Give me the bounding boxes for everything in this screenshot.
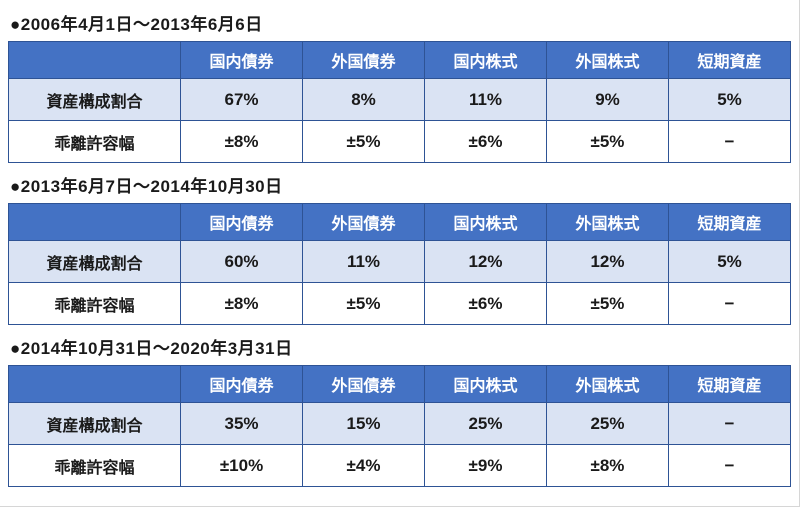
row-label: 乖離許容幅 (7, 120, 182, 163)
table-section-2006: ●2006年4月1日～2013年6月6日 国内債券 外国債券 国内株式 外国株式… (7, 5, 792, 163)
table-cell: 12% (424, 240, 547, 283)
allocation-table-2014: 国内債券 外国債券 国内株式 外国株式 短期資産 資産構成割合 35% 15% … (7, 365, 792, 487)
col-header-domestic-stocks: 国内株式 (424, 203, 547, 241)
corner-cell (7, 365, 182, 403)
table-cell: 60% (180, 240, 304, 283)
table-cell: ±6% (424, 282, 547, 325)
table-section-2013: ●2013年6月7日～2014年10月30日 国内債券 外国債券 国内株式 外国… (7, 167, 792, 325)
tolerance-row: 乖離許容幅 ±8% ±5% ±6% ±5% − (7, 120, 792, 163)
allocation-row: 資産構成割合 35% 15% 25% 25% − (7, 402, 792, 445)
table-cell: 25% (424, 402, 547, 445)
table-cell: 5% (667, 240, 792, 283)
table-cell: − (667, 402, 792, 445)
col-header-foreign-stocks: 外国株式 (545, 365, 669, 403)
table-cell: − (667, 444, 792, 487)
table-cell: − (667, 120, 792, 163)
table-header-row: 国内債券 外国債券 国内株式 外国株式 短期資産 (7, 365, 792, 403)
row-label: 乖離許容幅 (7, 282, 182, 325)
col-header-foreign-stocks: 外国株式 (545, 203, 669, 241)
allocation-table-2006: 国内債券 外国債券 国内株式 外国株式 短期資産 資産構成割合 67% 8% 1… (7, 41, 792, 163)
table-cell: 8% (302, 78, 425, 121)
section-heading: ●2013年6月7日～2014年10月30日 (10, 177, 283, 196)
table-cell: 5% (667, 78, 792, 121)
col-header-foreign-stocks: 外国株式 (545, 41, 669, 79)
corner-cell (7, 203, 182, 241)
col-header-domestic-bonds: 国内債券 (180, 41, 304, 79)
col-header-short-term-assets: 短期資産 (667, 41, 792, 79)
table-cell: 67% (180, 78, 304, 121)
table-cell: 9% (545, 78, 669, 121)
col-header-domestic-bonds: 国内債券 (180, 365, 304, 403)
table-cell: ±8% (545, 444, 669, 487)
section-heading: ●2006年4月1日～2013年6月6日 (10, 15, 263, 34)
table-cell: 35% (180, 402, 304, 445)
table-cell: ±5% (545, 282, 669, 325)
col-header-foreign-bonds: 外国債券 (302, 365, 425, 403)
table-cell: ±4% (302, 444, 425, 487)
table-cell: ±9% (424, 444, 547, 487)
table-cell: 12% (545, 240, 669, 283)
tolerance-row: 乖離許容幅 ±10% ±4% ±9% ±8% − (7, 444, 792, 487)
table-cell: ±8% (180, 282, 304, 325)
table-cell: − (667, 282, 792, 325)
table-cell: 11% (424, 78, 547, 121)
row-label: 乖離許容幅 (7, 444, 182, 487)
col-header-foreign-bonds: 外国債券 (302, 41, 425, 79)
row-label: 資産構成割合 (7, 240, 182, 283)
section-heading: ●2014年10月31日～2020年3月31日 (10, 339, 293, 358)
table-cell: 15% (302, 402, 425, 445)
allocation-table-2013: 国内債券 外国債券 国内株式 外国株式 短期資産 資産構成割合 60% 11% … (7, 203, 792, 325)
table-cell: 11% (302, 240, 425, 283)
table-cell: ±5% (545, 120, 669, 163)
table-header-row: 国内債券 外国債券 国内株式 外国株式 短期資産 (7, 203, 792, 241)
col-header-foreign-bonds: 外国債券 (302, 203, 425, 241)
row-label: 資産構成割合 (7, 78, 182, 121)
table-cell: ±10% (180, 444, 304, 487)
table-cell: ±6% (424, 120, 547, 163)
table-cell: ±8% (180, 120, 304, 163)
col-header-short-term-assets: 短期資産 (667, 203, 792, 241)
allocation-row: 資産構成割合 60% 11% 12% 12% 5% (7, 240, 792, 283)
col-header-short-term-assets: 短期資産 (667, 365, 792, 403)
table-cell: 25% (545, 402, 669, 445)
tolerance-row: 乖離許容幅 ±8% ±5% ±6% ±5% − (7, 282, 792, 325)
row-label: 資産構成割合 (7, 402, 182, 445)
table-cell: ±5% (302, 282, 425, 325)
col-header-domestic-stocks: 国内株式 (424, 365, 547, 403)
allocation-row: 資産構成割合 67% 8% 11% 9% 5% (7, 78, 792, 121)
table-section-2014: ●2014年10月31日～2020年3月31日 国内債券 外国債券 国内株式 外… (7, 329, 792, 487)
col-header-domestic-bonds: 国内債券 (180, 203, 304, 241)
col-header-domestic-stocks: 国内株式 (424, 41, 547, 79)
corner-cell (7, 41, 182, 79)
table-cell: ±5% (302, 120, 425, 163)
table-header-row: 国内債券 外国債券 国内株式 外国株式 短期資産 (7, 41, 792, 79)
